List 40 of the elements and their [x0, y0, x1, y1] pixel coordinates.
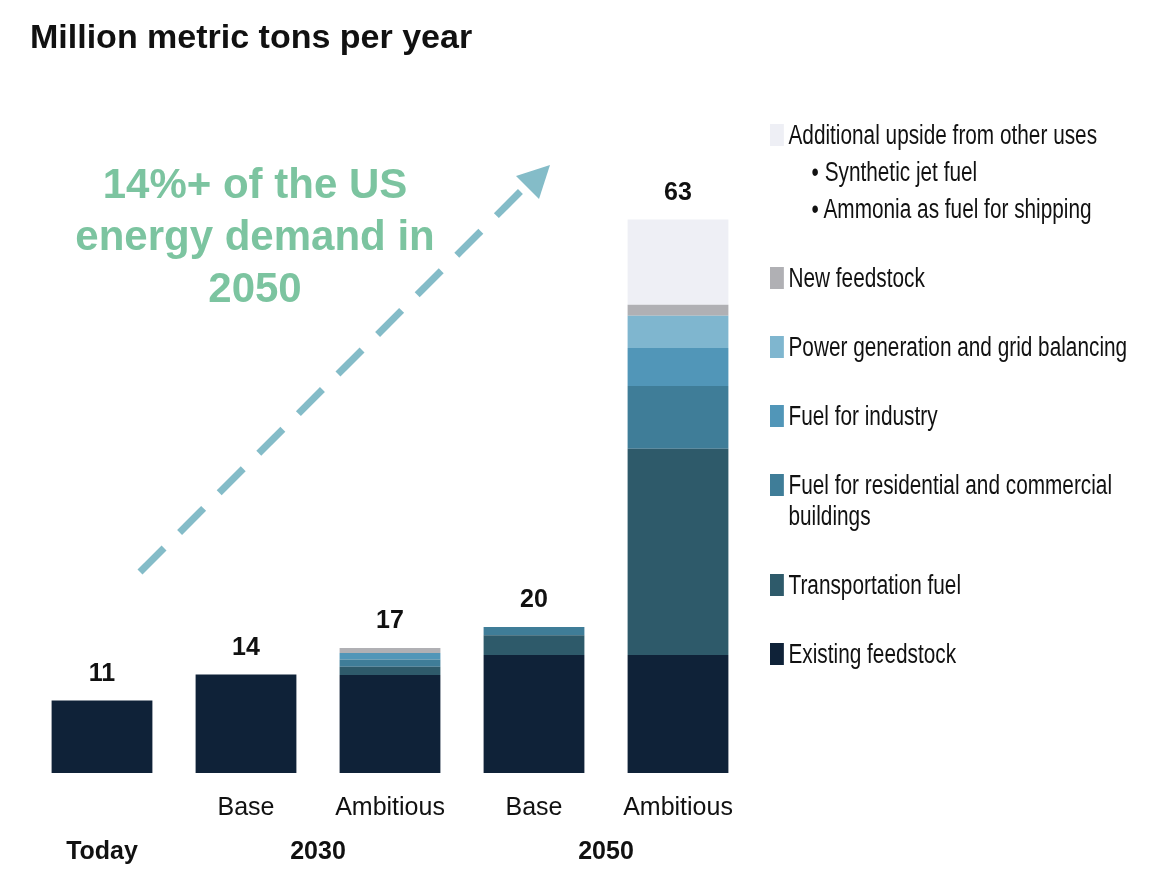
- bar: [627, 386, 729, 449]
- annotation: 20: [520, 584, 548, 613]
- x-tick-label: Ambitious: [623, 791, 733, 820]
- x-tick-label: Base: [217, 791, 275, 820]
- text: 2050: [578, 836, 634, 865]
- bar: [627, 304, 729, 316]
- x-tick-label: Base: [505, 791, 563, 820]
- bar: [51, 700, 153, 773]
- text: 63: [664, 176, 692, 205]
- text: Today: [66, 836, 138, 865]
- annotation: 17: [376, 605, 404, 634]
- bar: [627, 448, 729, 656]
- bar: [339, 647, 441, 653]
- bar: [339, 659, 441, 667]
- bar: [339, 675, 441, 773]
- legend-label: Transportation fuel: [788, 570, 962, 601]
- bar: [627, 347, 729, 387]
- bar: [627, 219, 729, 305]
- bar: [483, 635, 585, 656]
- text: • Synthetic jet fuel: [811, 157, 979, 188]
- annotation: 11: [88, 657, 116, 686]
- bar: [339, 652, 441, 660]
- bar: [195, 674, 297, 773]
- legend-label: New feedstock: [788, 263, 925, 294]
- annotation: 14%+ of the US energy demand in 2050: [75, 159, 435, 311]
- chart-title: Million metric tons per year: [30, 16, 473, 55]
- bar: [627, 315, 729, 348]
- bar: [339, 666, 441, 676]
- legend-label: Fuel for industry: [788, 401, 938, 432]
- x-tick-label: Ambitious: [335, 791, 445, 820]
- text: • Ammonia as fuel for shipping: [811, 194, 1093, 225]
- legend-label: Existing feedstock: [788, 639, 957, 670]
- legend-label: Additional upside from other uses: [788, 120, 1098, 150]
- annotation: 14: [232, 631, 260, 660]
- legend-label: Power generation and grid balancing: [788, 332, 1128, 363]
- bar: [483, 655, 585, 773]
- text: 2030: [290, 836, 346, 865]
- legend-label: Fuel for residential and commercial buildings: [788, 470, 1113, 532]
- bar: [483, 626, 585, 636]
- bar: [627, 655, 729, 773]
